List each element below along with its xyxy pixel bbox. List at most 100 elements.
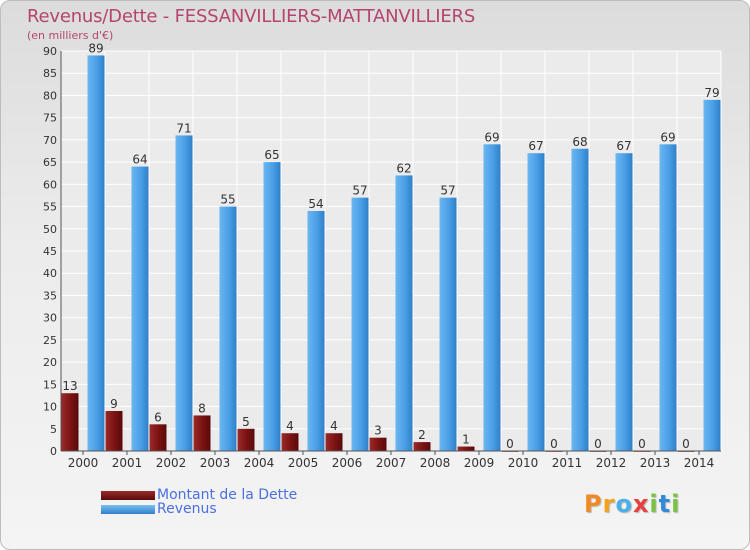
debt-data-label: 5	[242, 415, 250, 429]
revenue-bar	[395, 175, 413, 451]
x-tick-label: 2008	[420, 456, 451, 470]
revenue-data-label: 79	[704, 86, 719, 100]
revenue-data-label: 71	[176, 121, 191, 135]
debt-bar	[413, 442, 431, 451]
y-tick-label: 35	[43, 289, 57, 302]
y-tick-label: 30	[43, 312, 57, 325]
revenue-data-label: 64	[132, 153, 147, 167]
bar-chart: 1389964671855565454457362257169067068067…	[43, 41, 722, 470]
revenue-data-label: 65	[264, 148, 279, 162]
legend-label-debt: Montant de la Dette	[157, 487, 298, 503]
revenue-bar	[615, 153, 633, 451]
x-tick-label: 2005	[288, 456, 319, 470]
y-tick-label: 50	[43, 223, 57, 236]
x-tick-label: 2006	[332, 456, 363, 470]
y-tick-label: 10	[43, 401, 57, 414]
chart-title: Revenus/Dette - FESSANVILLIERS-MATTANVIL…	[27, 6, 476, 27]
y-tick-label: 65	[43, 156, 57, 169]
x-tick-label: 2011	[552, 456, 583, 470]
debt-bar	[457, 446, 475, 451]
logo-letter: P	[584, 490, 603, 518]
debt-data-label: 1	[462, 433, 470, 447]
y-tick-label: 45	[43, 245, 57, 258]
debt-data-label: 4	[330, 419, 338, 433]
logo-letter: t	[658, 490, 672, 518]
debt-data-label: 0	[638, 437, 646, 451]
revenue-data-label: 57	[352, 184, 367, 198]
y-tick-label: 5	[50, 423, 57, 436]
debt-data-label: 4	[286, 419, 294, 433]
x-tick-label: 2001	[112, 456, 143, 470]
debt-bar	[369, 437, 387, 451]
debt-bar	[237, 428, 255, 451]
x-tick-label: 2013	[640, 456, 671, 470]
x-tick-label: 2010	[508, 456, 539, 470]
revenue-data-label: 69	[660, 130, 675, 144]
debt-data-label: 0	[506, 437, 514, 451]
revenue-bar	[703, 99, 721, 451]
debt-bar	[149, 424, 167, 451]
legend-item-debt: Montant de la Dette	[101, 487, 297, 503]
debt-data-label: 0	[682, 437, 690, 451]
revenue-data-label: 67	[616, 139, 631, 153]
revenue-bar	[571, 148, 589, 451]
y-tick-label: 55	[43, 201, 57, 214]
revenue-bar	[219, 206, 237, 451]
x-tick-label: 2000	[68, 456, 99, 470]
debt-data-label: 0	[550, 437, 558, 451]
y-tick-label: 20	[43, 356, 57, 369]
legend-swatch-revenue	[101, 504, 155, 514]
y-tick-label: 0	[50, 445, 57, 458]
x-tick-label: 2007	[376, 456, 407, 470]
revenue-data-label: 69	[484, 130, 499, 144]
y-tick-label: 90	[43, 45, 57, 58]
legend-swatch-debt	[101, 490, 155, 500]
x-tick-label: 2002	[156, 456, 187, 470]
x-tick-label: 2004	[244, 456, 275, 470]
logo-letter: r	[602, 490, 616, 518]
revenue-bar	[175, 135, 193, 451]
debt-bar	[281, 433, 299, 451]
x-tick-label: 2014	[684, 456, 715, 470]
debt-data-label: 8	[198, 401, 206, 415]
y-tick-label: 60	[43, 178, 57, 191]
y-tick-label: 40	[43, 267, 57, 280]
debt-data-label: 3	[374, 424, 382, 438]
logo-letter: i	[649, 490, 659, 518]
revenue-bar	[527, 153, 545, 451]
legend-item-revenue: Revenus	[101, 501, 297, 517]
logo-letter: x	[632, 490, 650, 518]
y-tick-label: 75	[43, 112, 57, 125]
debt-data-label: 0	[594, 437, 602, 451]
revenue-bar	[263, 162, 281, 451]
debt-bar	[105, 411, 123, 451]
proxiti-logo: Proxiti	[584, 490, 680, 518]
revenue-bar	[131, 166, 149, 452]
revenue-bar	[439, 197, 457, 451]
y-tick-label: 15	[43, 378, 57, 391]
logo-letter: o	[615, 490, 633, 518]
revenue-bar	[483, 144, 501, 452]
x-tick-label: 2009	[464, 456, 495, 470]
debt-data-label: 13	[62, 379, 77, 393]
y-tick-label: 85	[43, 67, 57, 80]
legend: Montant de la Dette Revenus	[101, 487, 297, 517]
y-tick-label: 25	[43, 334, 57, 347]
logo-letter: i	[671, 490, 681, 518]
debt-data-label: 6	[154, 410, 162, 424]
revenue-bar	[659, 144, 677, 452]
revenue-data-label: 89	[88, 41, 103, 55]
y-tick-label: 70	[43, 134, 57, 147]
chart-subtitle: (en milliers d'€)	[27, 29, 114, 42]
x-tick-label: 2003	[200, 456, 231, 470]
debt-bar	[61, 393, 79, 451]
revenue-data-label: 62	[396, 161, 411, 175]
debt-data-label: 9	[110, 397, 118, 411]
revenue-data-label: 67	[528, 139, 543, 153]
y-tick-label: 80	[43, 89, 57, 102]
debt-bar	[325, 433, 343, 451]
legend-label-revenue: Revenus	[157, 501, 217, 517]
revenue-data-label: 54	[308, 197, 323, 211]
debt-data-label: 2	[418, 428, 426, 442]
